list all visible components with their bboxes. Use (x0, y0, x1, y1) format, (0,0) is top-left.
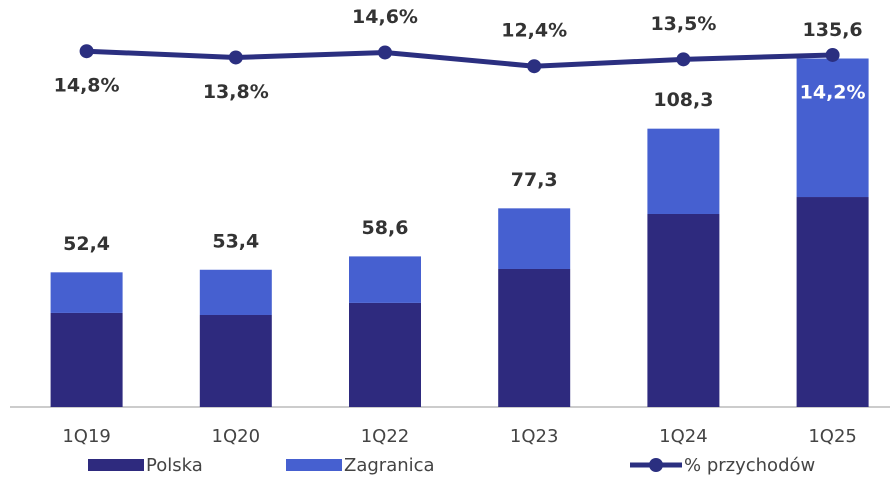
line-value-label: 13,8% (203, 81, 269, 103)
x-tick-label: 1Q25 (808, 426, 857, 447)
total-label: 53,4 (212, 230, 259, 252)
line-point (825, 47, 840, 62)
x-tick-label: 1Q22 (361, 426, 410, 447)
bar-segment (50, 272, 123, 313)
x-tick-label: 1Q19 (62, 426, 111, 447)
total-label: 52,4 (63, 233, 110, 255)
bar-segment (796, 197, 869, 407)
line-value-label: 12,4% (501, 20, 567, 42)
bar-segment (50, 312, 123, 407)
x-tick-label: 1Q20 (212, 426, 261, 447)
total-label: 77,3 (511, 169, 558, 191)
line-point (79, 44, 94, 59)
legend-label: Polska (146, 455, 203, 476)
bar-segment (199, 314, 272, 407)
legend-marker (649, 458, 663, 472)
total-label: 108,3 (653, 89, 713, 111)
bar-segment (349, 302, 421, 407)
bar-segment (498, 208, 571, 269)
line-value-label: 14,2% (800, 81, 866, 103)
line-value-label: 14,8% (54, 75, 120, 97)
total-label: 58,6 (362, 217, 409, 239)
line-value-label: 13,5% (650, 13, 716, 35)
bar-segment (199, 269, 272, 315)
x-tick-label: 1Q23 (510, 426, 559, 447)
line-point (228, 50, 243, 65)
legend-label: % przychodów (684, 455, 815, 476)
line-point (378, 45, 392, 60)
bar-segment (796, 58, 869, 198)
legend-swatch (88, 459, 144, 471)
total-label: 135,6 (803, 19, 863, 41)
legend-swatch (286, 459, 342, 471)
bar-segment (498, 268, 571, 407)
x-tick-label: 1Q24 (659, 426, 708, 447)
legend-label: Zagranica (344, 455, 435, 476)
bar-segment (349, 256, 421, 303)
line-point (676, 52, 691, 67)
line (86, 48, 833, 69)
bar-segment (647, 128, 720, 214)
bar-segment (647, 213, 720, 407)
line-point (527, 59, 542, 74)
line-value-label: 14,6% (352, 6, 418, 28)
